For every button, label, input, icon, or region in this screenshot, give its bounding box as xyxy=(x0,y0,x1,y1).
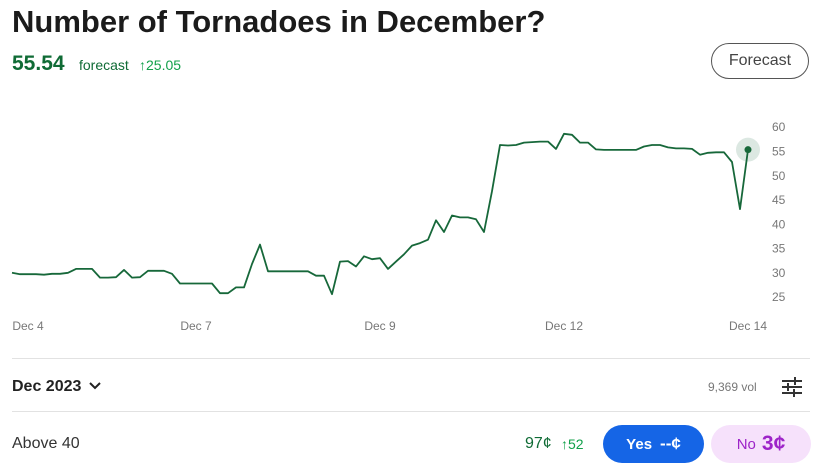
separator xyxy=(12,358,810,359)
no-label: No xyxy=(736,435,756,453)
outcome-label: Above 40 xyxy=(12,435,80,452)
period-label: Dec 2023 xyxy=(12,378,82,395)
last-point xyxy=(744,146,752,154)
price-change: ↑52 xyxy=(561,436,584,452)
y-tick-label: 50 xyxy=(772,169,786,183)
y-tick-label: 25 xyxy=(772,290,786,304)
x-tick-label: Dec 14 xyxy=(729,319,767,333)
y-tick-label: 45 xyxy=(772,193,786,207)
y-tick-label: 30 xyxy=(772,266,786,280)
data-line xyxy=(11,132,749,296)
forecast-change: ↑25.05 xyxy=(139,57,182,73)
yes-price: --¢ xyxy=(660,434,681,453)
chart: 25 30 35 40 45 50 55 60 Dec 4 Dec 7 Dec 9 Dec 12 Dec… xyxy=(11,120,786,333)
period-selector[interactable]: Dec 2023 xyxy=(12,378,101,396)
forecast-value: 55.54 xyxy=(12,52,65,75)
no-price: 3¢ xyxy=(761,432,786,455)
outcome-price: 97¢ xyxy=(525,435,552,452)
y-tick-label: 35 xyxy=(772,242,786,256)
x-tick-label: Dec 4 xyxy=(12,319,44,333)
forecast-label: forecast xyxy=(79,57,129,73)
x-tick-label: Dec 9 xyxy=(364,319,396,333)
forecast-button[interactable]: Forecast xyxy=(711,43,809,79)
no-button[interactable]: No 3¢ xyxy=(711,425,811,463)
separator xyxy=(12,411,810,412)
page-title: Number of Tornadoes in December? xyxy=(12,4,546,39)
x-tick-label: Dec 12 xyxy=(545,319,583,333)
y-tick-label: 55 xyxy=(772,144,786,158)
volume: 9,369 vol xyxy=(708,380,757,394)
chevron-icon xyxy=(89,382,101,390)
filter-icon[interactable] xyxy=(781,377,803,397)
y-tick-label: 60 xyxy=(772,120,786,134)
yes-button[interactable]: Yes --¢ xyxy=(603,425,704,463)
yes-label: Yes xyxy=(626,435,653,453)
y-tick-label: 40 xyxy=(772,217,786,231)
x-tick-label: Dec 7 xyxy=(180,319,212,333)
